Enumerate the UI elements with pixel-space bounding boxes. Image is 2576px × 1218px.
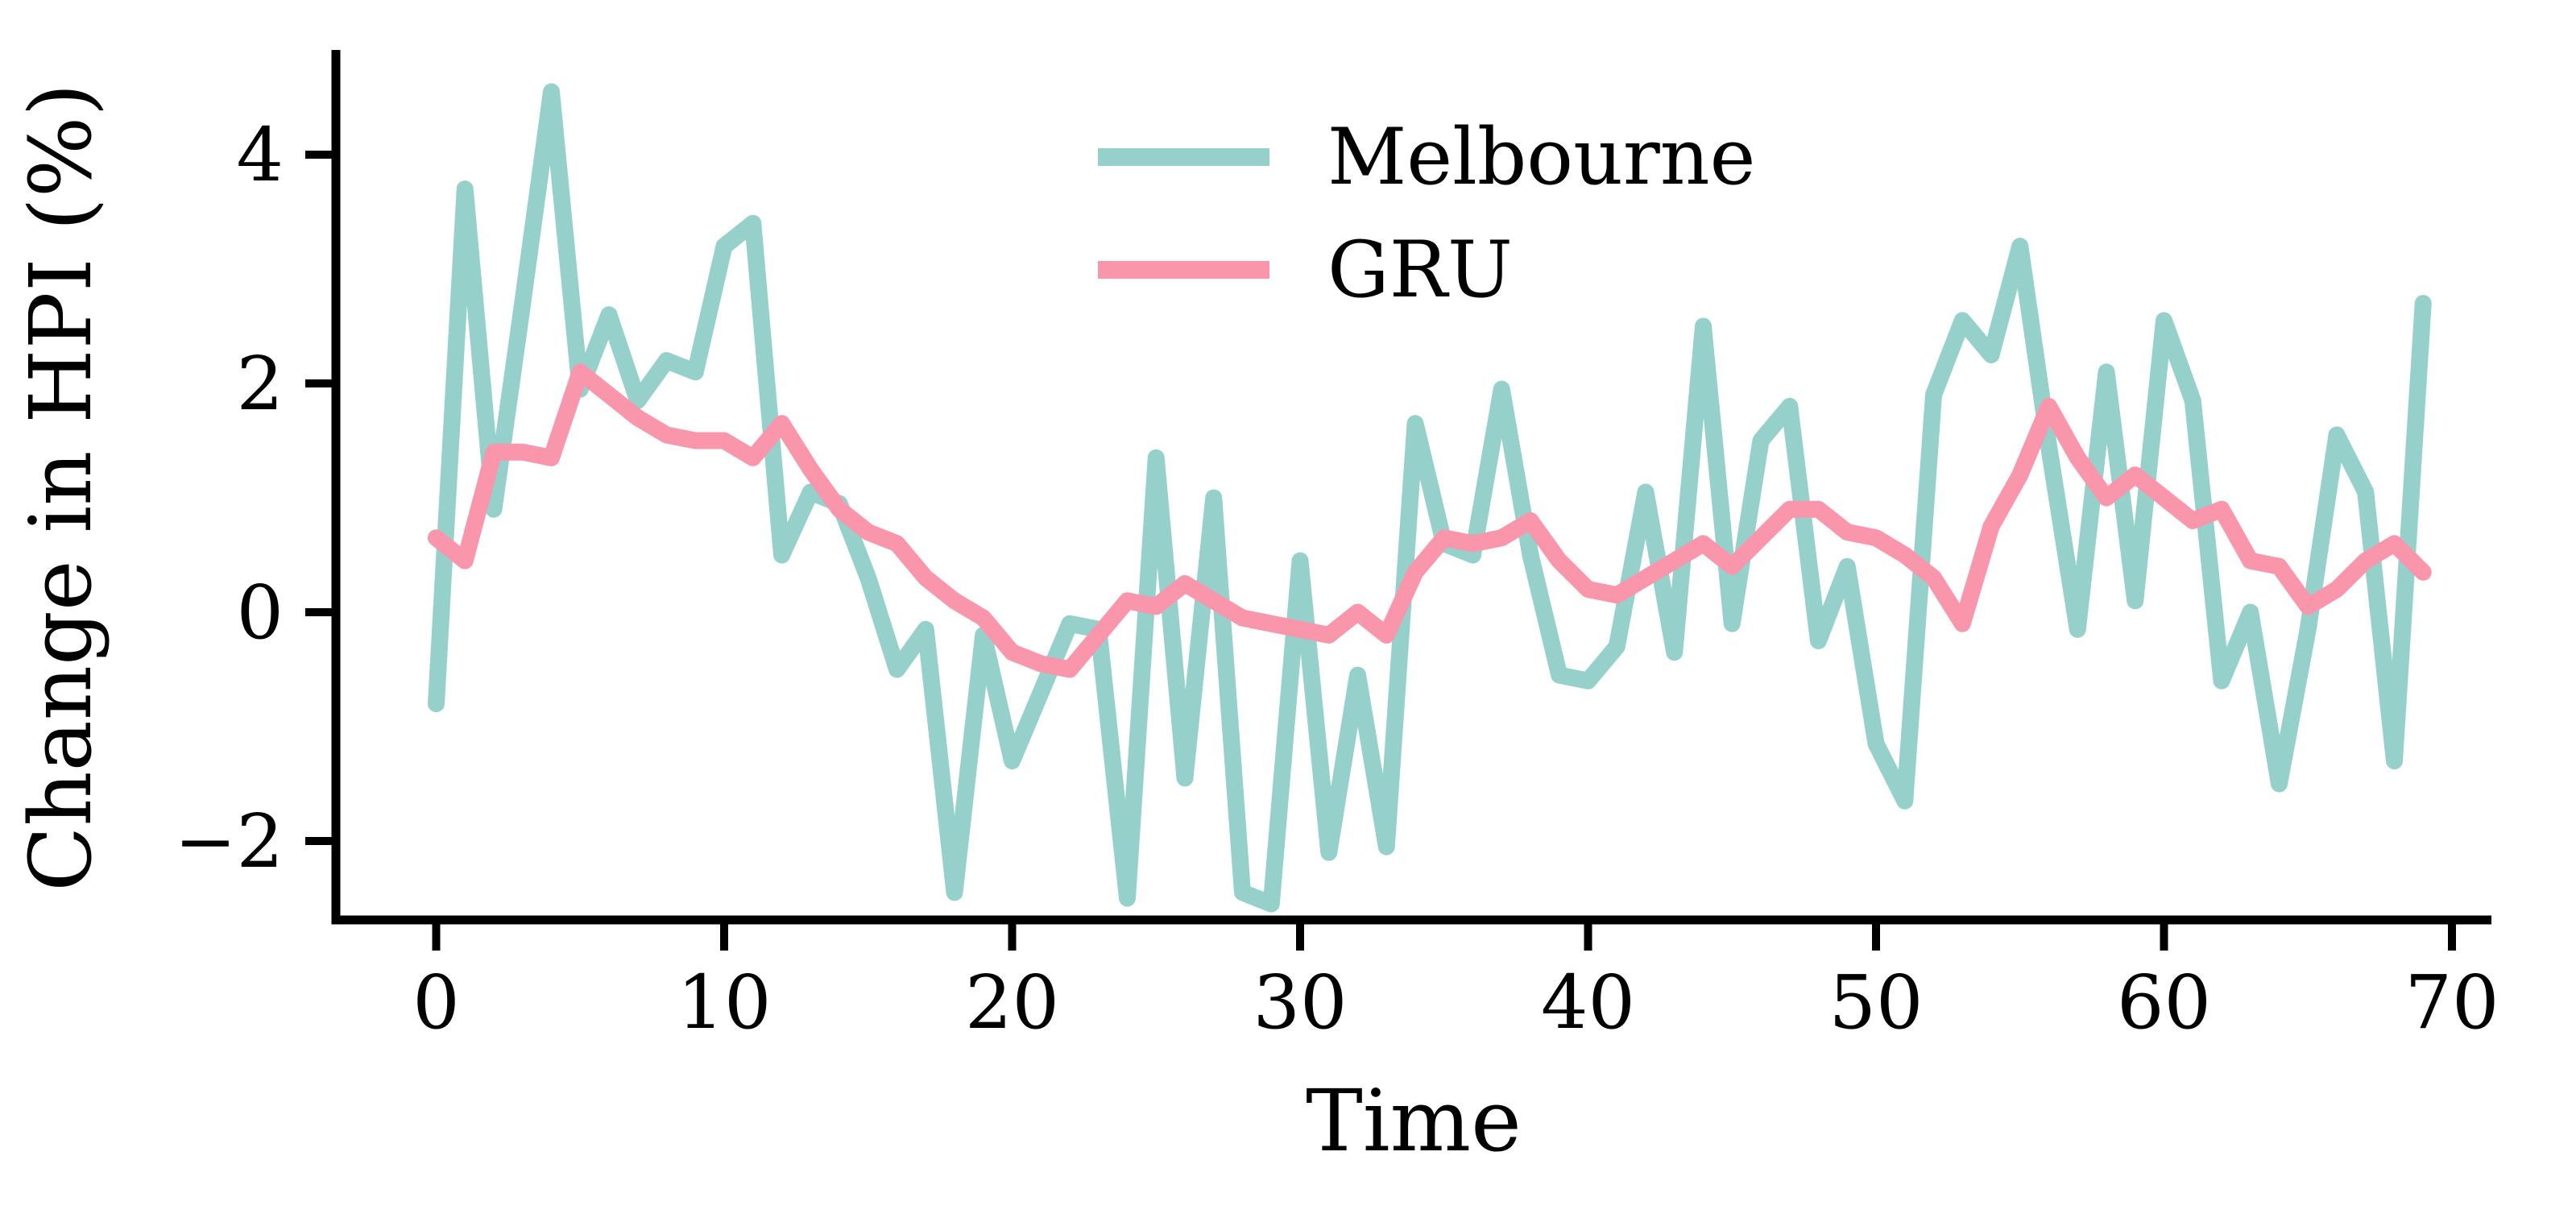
y-tick-label: −2 xyxy=(174,798,284,884)
x-tick-label: 60 xyxy=(2117,959,2211,1046)
x-tick-label: 0 xyxy=(412,959,460,1046)
melbourne-series-line xyxy=(428,83,2432,913)
y-axis-label: Change in HPI (%) xyxy=(11,83,110,892)
legend: Melbourne GRU xyxy=(1098,112,1755,315)
x-tick-label: 70 xyxy=(2404,959,2499,1046)
x-tick-label: 50 xyxy=(1828,959,1923,1046)
gru-legend-label: GRU xyxy=(1327,225,1513,315)
gru-series-line xyxy=(428,363,2432,678)
x-tick-label: 40 xyxy=(1541,959,1635,1046)
y-tick-label: 4 xyxy=(236,112,284,198)
series-lines xyxy=(428,83,2432,913)
y-axis-ticks: −2 0 2 4 xyxy=(174,112,336,884)
x-tick-label: 10 xyxy=(677,959,771,1046)
x-tick-label: 20 xyxy=(965,959,1059,1046)
y-tick-label: 2 xyxy=(236,341,284,427)
x-tick-label: 30 xyxy=(1253,959,1347,1046)
x-axis-ticks: 0 10 20 30 40 50 60 70 xyxy=(412,920,2499,1046)
y-tick-label: 0 xyxy=(236,570,284,656)
melbourne-legend-label: Melbourne xyxy=(1327,112,1755,202)
x-axis-label: Time xyxy=(1306,1071,1522,1170)
